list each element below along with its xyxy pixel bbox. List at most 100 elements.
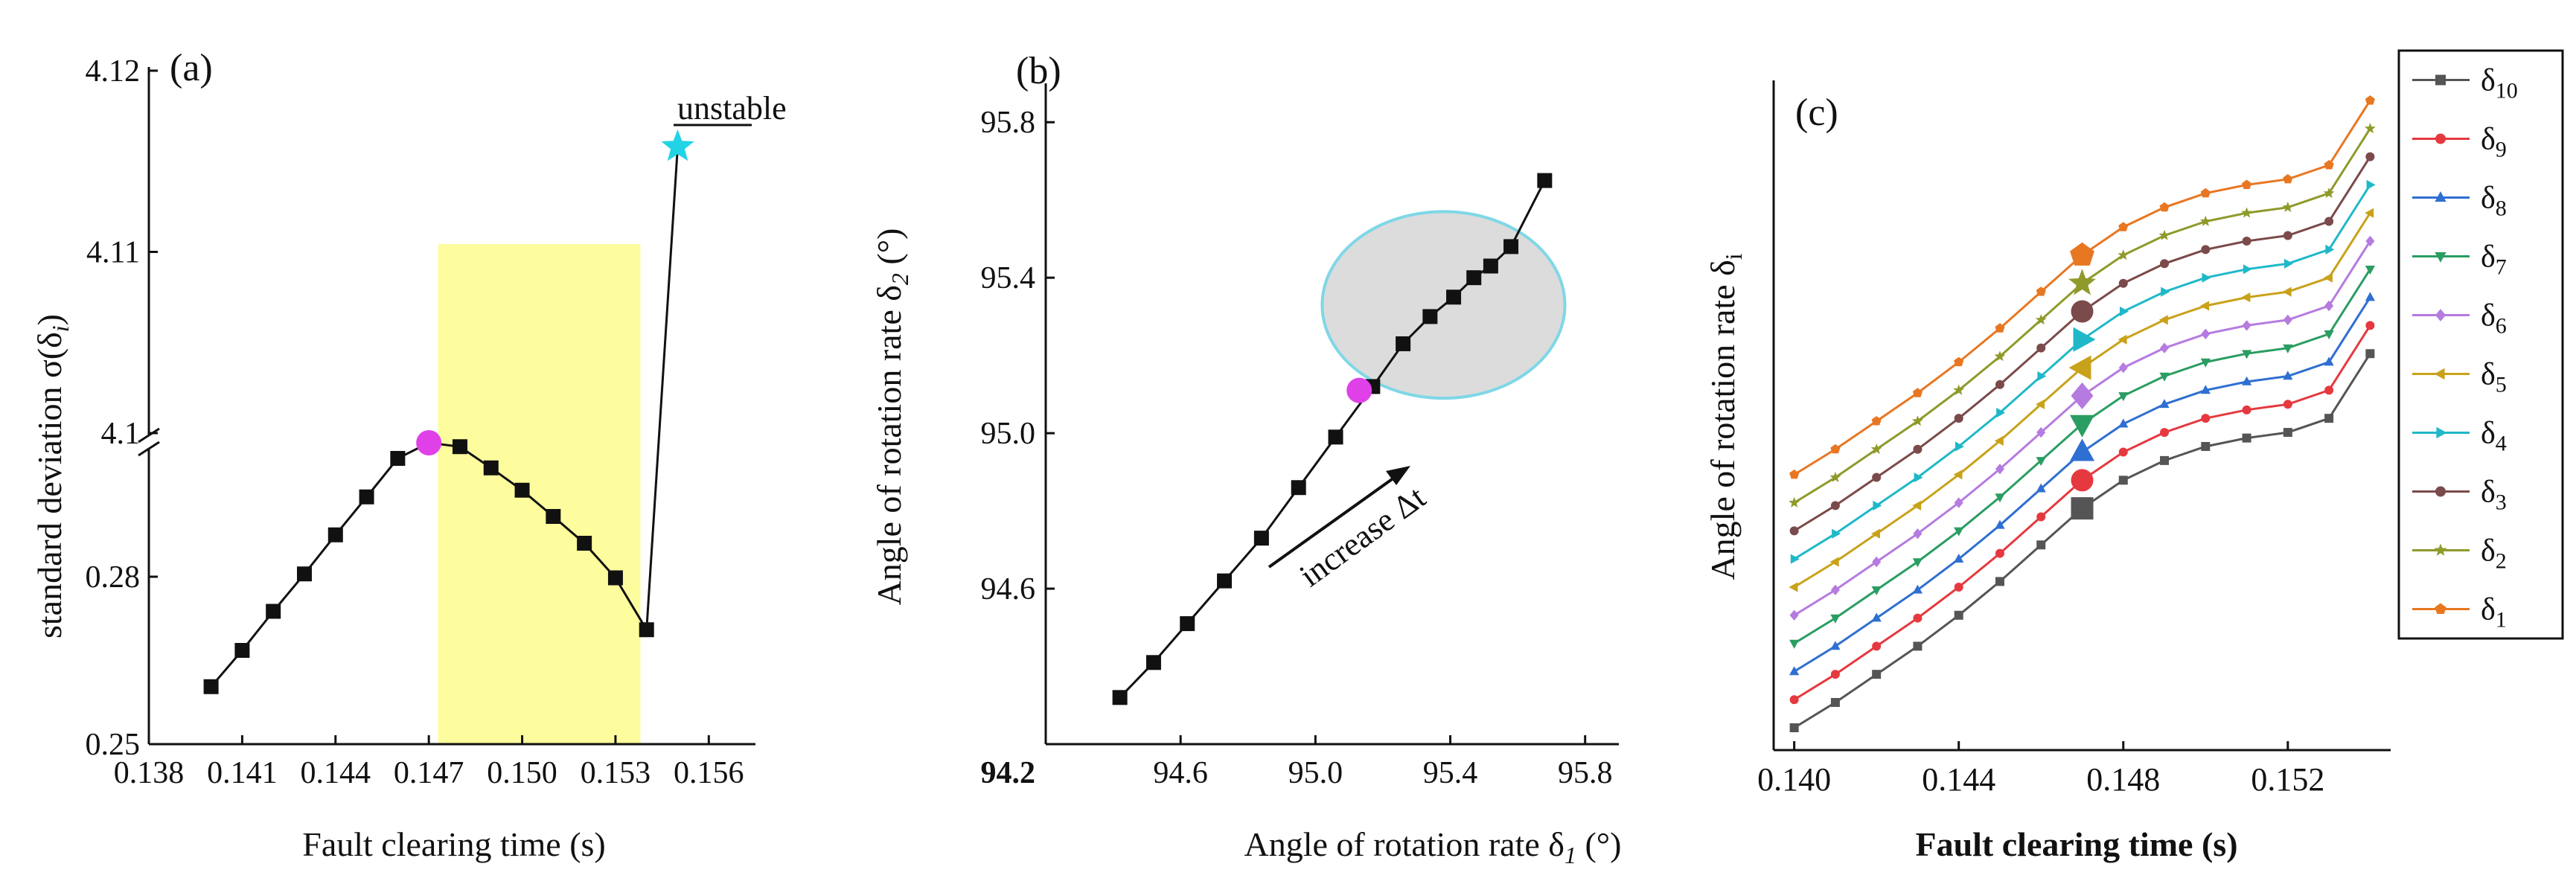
c-data-point bbox=[2242, 405, 2251, 414]
a-series-line bbox=[210, 147, 679, 688]
a-axis-break-mark bbox=[138, 427, 160, 444]
c-data-point bbox=[2118, 418, 2129, 428]
c-data-point bbox=[2159, 202, 2170, 212]
c-data-point bbox=[2365, 321, 2375, 330]
c-data-point bbox=[2118, 222, 2129, 231]
c-data-point bbox=[2199, 215, 2211, 226]
c-data-point bbox=[1995, 464, 2004, 475]
c-data-point bbox=[1871, 528, 1880, 539]
c-data-point bbox=[2200, 358, 2211, 368]
c-data-point bbox=[2118, 362, 2128, 374]
c-data-point bbox=[1872, 473, 1882, 482]
c-legend-marker bbox=[2435, 191, 2446, 202]
b-x-tick-label: 95.0 bbox=[1288, 756, 1343, 790]
a-data-point bbox=[452, 439, 467, 455]
c-data-point bbox=[2241, 207, 2252, 218]
a-data-point bbox=[514, 482, 530, 498]
c-data-point bbox=[2324, 356, 2334, 366]
b-data-point bbox=[1328, 429, 1343, 445]
c-data-point bbox=[1829, 471, 1841, 482]
c-data-point bbox=[2365, 349, 2375, 359]
c-legend-marker bbox=[2435, 486, 2446, 497]
c-legend-marker bbox=[2434, 368, 2445, 380]
c-data-point bbox=[2283, 344, 2293, 353]
c-highlight-point bbox=[2070, 242, 2094, 266]
b-data-point bbox=[1446, 289, 1462, 305]
b-y-tick-label: 95.4 bbox=[981, 261, 1036, 295]
c-legend-label: δ9 bbox=[2481, 123, 2507, 162]
c-y-axis-label: Angle of rotation rate δi bbox=[1704, 253, 1747, 580]
c-data-point bbox=[2118, 392, 2129, 402]
c-data-point bbox=[1912, 584, 1923, 594]
b-y-tick-label: 94.6 bbox=[981, 572, 1036, 606]
c-data-point bbox=[2365, 292, 2375, 301]
c-data-point bbox=[2243, 264, 2252, 275]
a-x-tick-label: 0.141 bbox=[207, 756, 278, 790]
c-legend-label: δ8 bbox=[2481, 182, 2507, 221]
c-data-point bbox=[1995, 323, 2005, 333]
c-data-point bbox=[1954, 497, 1963, 508]
c-data-point bbox=[1872, 641, 1882, 651]
a-data-point bbox=[327, 527, 343, 542]
c-data-point bbox=[2282, 201, 2294, 212]
c-legend-label: δ5 bbox=[2481, 358, 2507, 397]
c-data-point bbox=[2037, 371, 2047, 382]
c-data-point bbox=[1954, 527, 1964, 537]
c-legend-marker bbox=[2435, 309, 2446, 321]
c-data-point bbox=[1913, 613, 1923, 623]
c-data-point bbox=[2365, 95, 2375, 105]
c-data-point bbox=[2118, 249, 2129, 260]
c-legend-marker bbox=[2435, 252, 2446, 263]
a-x-tick-label: 0.138 bbox=[114, 756, 185, 790]
b-data-point bbox=[1112, 690, 1128, 705]
c-data-point bbox=[2242, 350, 2252, 359]
a-shaded-region bbox=[438, 244, 641, 744]
b-highlight-point bbox=[1346, 377, 1372, 403]
c-legend-marker bbox=[2434, 543, 2447, 556]
c-data-point bbox=[2241, 292, 2251, 303]
c-data-point bbox=[2323, 187, 2335, 199]
b-y-tick-label: 95.0 bbox=[981, 417, 1036, 451]
c-data-point bbox=[2242, 433, 2251, 443]
c-data-point bbox=[2035, 314, 2047, 325]
c-data-point bbox=[2364, 123, 2376, 134]
c-data-point bbox=[2242, 179, 2252, 189]
c-data-point bbox=[2325, 244, 2335, 254]
c-data-point bbox=[1995, 577, 2004, 586]
c-data-point bbox=[2283, 173, 2293, 184]
b-y-axis-label: Angle of rotation rate δ2 (°) bbox=[870, 228, 913, 606]
c-legend-marker bbox=[2435, 133, 2446, 144]
c-data-point bbox=[1955, 441, 1964, 452]
b-increase-arrow bbox=[1268, 466, 1410, 569]
c-data-point bbox=[2160, 428, 2170, 438]
a-data-point bbox=[266, 604, 281, 619]
c-data-point bbox=[2200, 188, 2211, 198]
a-data-point bbox=[359, 489, 374, 505]
c-data-point bbox=[1830, 444, 1841, 454]
c-highlight-point bbox=[2070, 414, 2094, 438]
c-data-point bbox=[2120, 306, 2129, 317]
c-data-point bbox=[1954, 414, 1963, 423]
c-data-point bbox=[2036, 483, 2046, 493]
c-data-point bbox=[1913, 444, 1923, 454]
c-data-point bbox=[2118, 476, 2128, 485]
c-data-point bbox=[2160, 455, 2170, 465]
c-data-point bbox=[2036, 426, 2046, 438]
c-data-point bbox=[2283, 231, 2292, 240]
c-legend-label: δ2 bbox=[2481, 534, 2507, 574]
a-x-tick-label: 0.156 bbox=[674, 756, 744, 790]
c-data-point bbox=[1790, 554, 1800, 564]
c-data-point bbox=[2282, 286, 2292, 297]
c-x-tick-label: 0.152 bbox=[2251, 761, 2324, 798]
c-data-point bbox=[2118, 447, 2128, 457]
c-data-point bbox=[2283, 371, 2293, 380]
c-highlight-point bbox=[2071, 497, 2094, 520]
c-data-point bbox=[2283, 314, 2292, 326]
b-data-point bbox=[1253, 531, 1269, 546]
c-data-point bbox=[1995, 380, 2004, 389]
c-data-point bbox=[2036, 343, 2046, 353]
b-data-point bbox=[1483, 258, 1498, 274]
a-y-tick-label: 4.1 bbox=[101, 417, 141, 451]
c-data-point bbox=[1912, 415, 1923, 426]
